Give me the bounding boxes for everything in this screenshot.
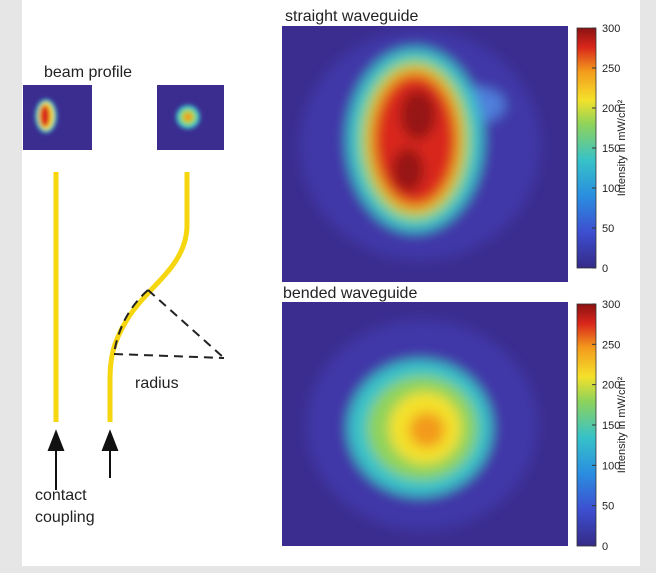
figure: beam profile radius contact coupling str… — [0, 0, 656, 573]
heatmap — [282, 26, 568, 282]
panel-title: bended waveguide — [283, 285, 417, 302]
panel-title: straight waveguide — [285, 8, 419, 25]
colorbar-label: Intensity in mW/cm² — [616, 99, 628, 196]
radius-label: radius — [135, 375, 179, 392]
colorbar-tick-label: 50 — [602, 223, 614, 235]
arrow-label: coupling — [35, 509, 95, 526]
colorbar-tick-label: 250 — [602, 63, 620, 75]
colorbar-tick-label: 300 — [602, 299, 620, 311]
beam-profile-title: beam profile — [44, 64, 132, 81]
colorbar-tick-label: 300 — [602, 23, 620, 35]
small-profile — [23, 85, 92, 150]
arrow-label: contact — [35, 487, 87, 504]
colorbar-tick-label: 0 — [602, 263, 608, 275]
colorbar-tick-label: 50 — [602, 501, 614, 513]
colorbar-tick-label: 250 — [602, 339, 620, 351]
colorbar-tick-label: 0 — [602, 541, 608, 553]
colorbar-label: Intensity in mW/cm² — [616, 376, 628, 473]
small-profile — [157, 85, 224, 150]
heatmap — [282, 302, 568, 546]
